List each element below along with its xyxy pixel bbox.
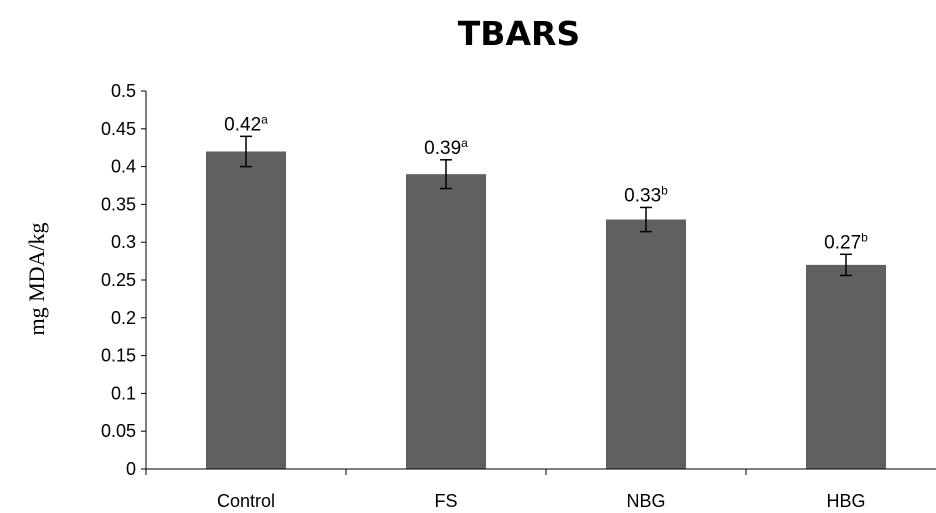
x-category-label: FS: [434, 491, 457, 511]
data-label: 0.39a: [424, 136, 468, 159]
data-label-value: 0.27: [824, 232, 861, 253]
y-tick-label: 0.05: [101, 421, 136, 441]
y-axis-label: mg MDA/kg: [24, 222, 49, 335]
x-category-label: HBG: [826, 491, 865, 511]
y-tick-label: 0.3: [111, 232, 136, 252]
y-tick-label: 0.1: [111, 383, 136, 403]
data-label: 0.33b: [624, 183, 668, 206]
data-label-value: 0.39: [424, 138, 461, 159]
y-tick-label: 0.25: [101, 270, 136, 290]
y-tick-label: 0.4: [111, 157, 136, 177]
bar-control: [206, 151, 286, 470]
x-category-label: Control: [217, 491, 275, 511]
data-label-letter: a: [461, 136, 468, 150]
y-tick-label: 0.15: [101, 346, 136, 366]
bar-hbg: [806, 264, 886, 469]
y-tick-label: 0.2: [111, 308, 136, 328]
y-tick-label: 0.5: [111, 81, 136, 101]
data-label: 0.42a: [224, 112, 268, 135]
x-axis-categories: Control FS NBG HBG: [145, 469, 866, 511]
y-tick-label: 0.45: [101, 119, 136, 139]
data-label-letter: b: [661, 183, 668, 197]
y-tick-label: 0.35: [101, 194, 136, 214]
chart-title: TBARS: [458, 14, 580, 53]
data-label-letter: a: [261, 112, 268, 126]
y-tick-label: 0: [126, 459, 136, 479]
bars: [206, 151, 886, 470]
data-label-letter: b: [861, 230, 868, 244]
y-axis-ticks: 0 0.05 0.1 0.15 0.2 0.25 0.3 0.35 0.4 0.45 0.5: [101, 81, 146, 479]
data-label: 0.27b: [824, 230, 868, 253]
bar-fs: [406, 174, 486, 469]
data-label-value: 0.42: [224, 114, 261, 135]
error-bars: [240, 135, 852, 277]
bar-nbg: [606, 219, 686, 469]
x-category-label: NBG: [626, 491, 665, 511]
data-label-value: 0.33: [624, 185, 661, 206]
